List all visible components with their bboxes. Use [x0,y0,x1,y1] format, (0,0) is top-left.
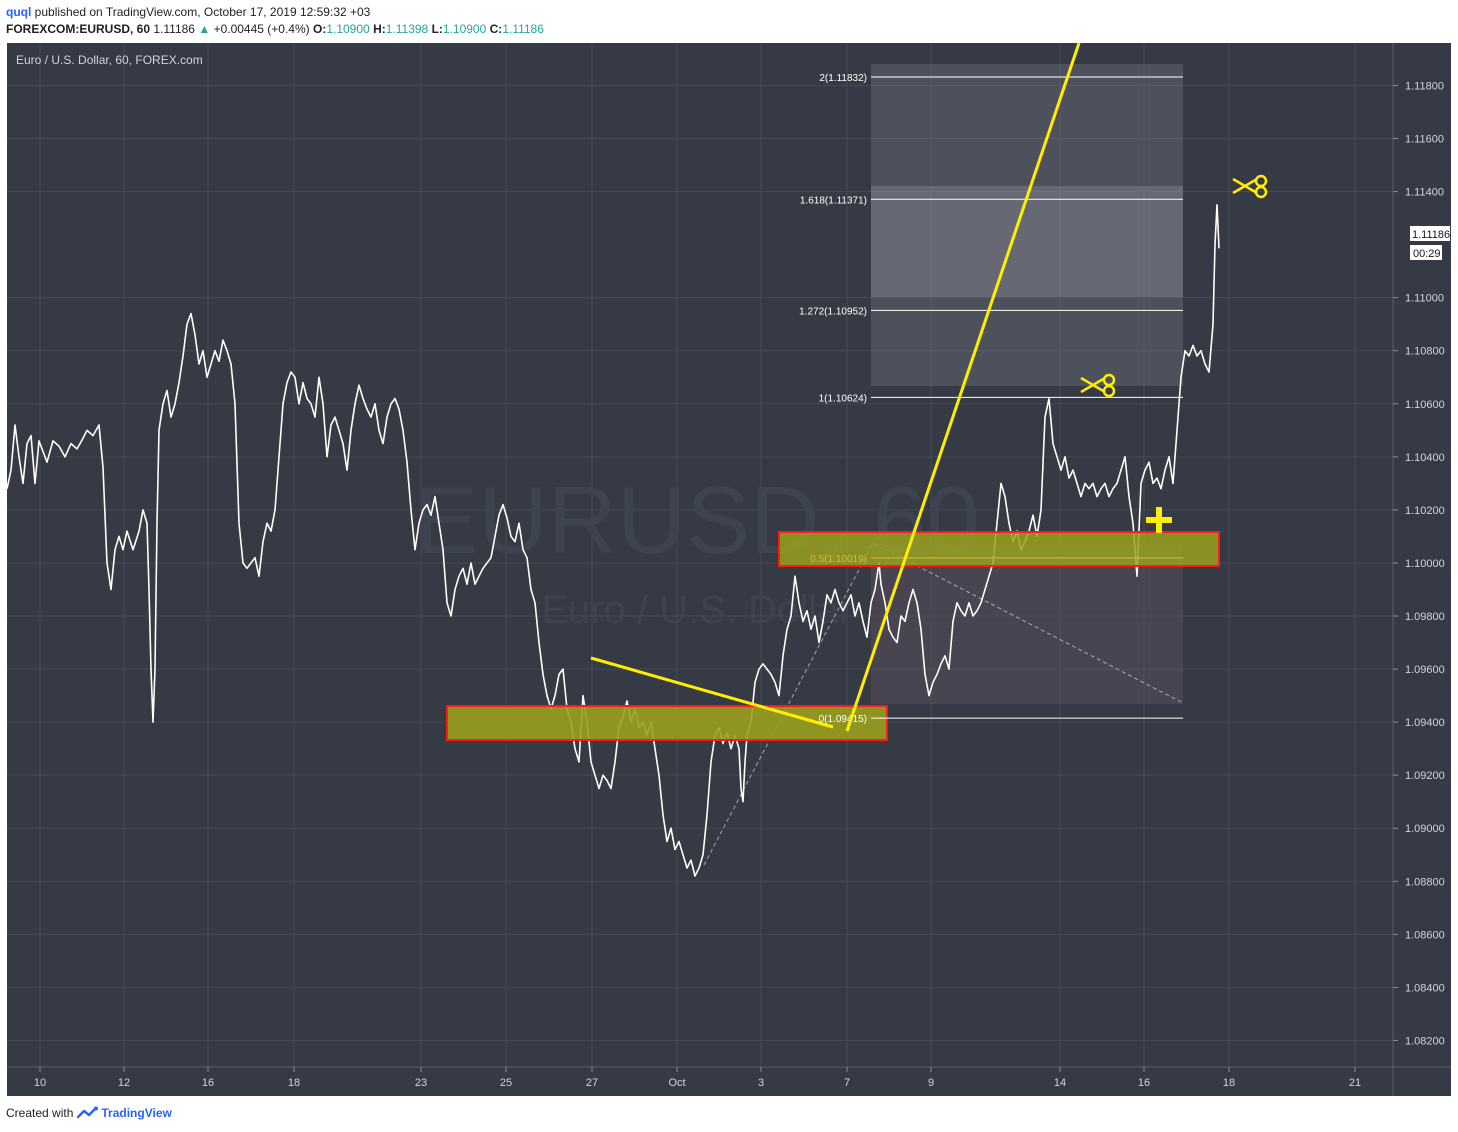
y-tick-label: 1.10600 [1405,399,1445,411]
chart-header: quql published on TradingView.com, Octob… [6,4,544,38]
fib-highlight-region [871,186,1183,297]
low-label: L: [431,22,443,36]
fib-level-label: 1.618(1.11371) [800,195,867,206]
last-price-label: 1.11186 [1412,229,1450,241]
x-tick-label: 16 [202,1077,214,1089]
dashed-trend-2 [872,542,1184,704]
x-tick-label: 25 [500,1077,512,1089]
fib-level-label: 0(1.09415) [819,714,867,725]
high-value: 1.11398 [385,22,429,36]
watermark-small: Euro / U.S. Dollar [541,588,852,632]
created-with-text: Created with [6,1106,74,1120]
y-tick-label: 1.10400 [1405,452,1445,464]
y-tick-label: 1.10200 [1405,505,1445,517]
fib-level-label: 1(1.10624) [819,393,867,404]
fib-level-label: 2(1.11832) [819,73,867,84]
y-tick-label: 1.11400 [1405,187,1444,199]
fib-extension[interactable]: 2(1.11832) 1.618(1.11371) 1.272(1.10952) 1(… [799,73,1183,725]
y-tick-label: 1.08200 [1405,1035,1445,1047]
dashed-trend-1 [703,542,874,866]
ohlc-line: FOREXCOM:EURUSD, 60 1.11186 ▲ +0.00445 (… [6,21,544,38]
chart-title: Euro / U.S. Dollar, 60, FOREX.com [16,53,203,67]
chart-grid [7,43,1393,1067]
y-tick-label: 1.10000 [1405,558,1445,570]
y-tick-label: 1.11800 [1405,80,1444,92]
x-tick-label: 10 [34,1077,46,1089]
y-tick-label: 1.08400 [1405,982,1445,994]
change-value: +0.00445 (+0.4%) [213,22,310,36]
fib-lower-region [871,544,1183,704]
up-arrow-icon: ▲ [198,22,211,36]
tradingview-brand[interactable]: TradingView [77,1106,172,1120]
plus-icon [1146,507,1172,533]
time-axis[interactable]: 10 12 16 18 23 25 27 Oct 3 7 9 14 16 18 21 [34,1067,1361,1089]
x-tick-label: 23 [415,1077,427,1089]
countdown-box [1410,245,1442,260]
yellow-trendline-impulse[interactable] [845,43,1081,732]
last-price-box [1410,226,1450,241]
y-tick-label: 1.09800 [1405,611,1445,623]
x-tick-label: 3 [758,1077,764,1089]
low-value: 1.10900 [442,22,487,36]
x-tick-label: 7 [844,1077,850,1089]
y-tick-label: 1.08600 [1405,929,1445,941]
yellow-trendline-resistance[interactable] [590,656,834,729]
close-value: 1.11186 [502,22,544,36]
publish-line: quql published on TradingView.com, Octob… [6,4,544,21]
tradingview-text: TradingView [101,1106,172,1120]
demand-zone-upper[interactable] [778,531,1220,567]
x-tick-label: 27 [586,1077,598,1089]
price-chart[interactable]: EURUSD, 60 Euro / U.S. Dollar 2(1.11832)… [7,43,1451,1096]
scissors-icon [1232,174,1268,199]
open-label: O: [312,22,327,36]
tradingview-logo-icon [77,1106,99,1119]
y-tick-label: 1.09000 [1405,823,1445,835]
published-text: published on TradingView.com, October 17… [34,5,371,19]
symbol-label: FOREXCOM:EURUSD, 60 [6,22,151,36]
fib-upper-region [871,64,1183,386]
open-value: 1.10900 [326,22,370,36]
fib-level-label: 0.5(1.10019) [810,554,867,565]
y-tick-label: 1.08800 [1405,876,1445,888]
x-tick-label: 14 [1054,1077,1066,1089]
y-tick-label: 1.11000 [1405,293,1444,305]
author-link[interactable]: quql [6,5,32,19]
scissors-icon [1080,373,1116,398]
y-tick-label: 1.09200 [1405,770,1445,782]
x-tick-label: 9 [928,1077,934,1089]
last-price: 1.11186 [153,22,195,36]
y-tick-label: 1.11600 [1405,134,1444,146]
high-label: H: [373,22,386,36]
y-tick-label: 1.10800 [1405,346,1445,358]
price-axis[interactable]: 1.11800 1.11600 1.11400 1.11000 1.10800 1.106… [1393,80,1445,1047]
x-tick-label: 21 [1349,1077,1361,1089]
footer: Created with TradingView [6,1106,172,1120]
close-label: C: [489,22,503,36]
fib-level-label: 1.272(1.10952) [799,306,867,317]
x-tick-label: 18 [1223,1077,1235,1089]
countdown-label: 00:29 [1413,248,1441,260]
y-tick-label: 1.09600 [1405,664,1445,676]
y-tick-label: 1.09400 [1405,717,1445,729]
x-tick-label: 12 [118,1077,130,1089]
x-tick-label: Oct [668,1077,685,1089]
x-tick-label: 18 [288,1077,300,1089]
x-tick-label: 16 [1138,1077,1150,1089]
